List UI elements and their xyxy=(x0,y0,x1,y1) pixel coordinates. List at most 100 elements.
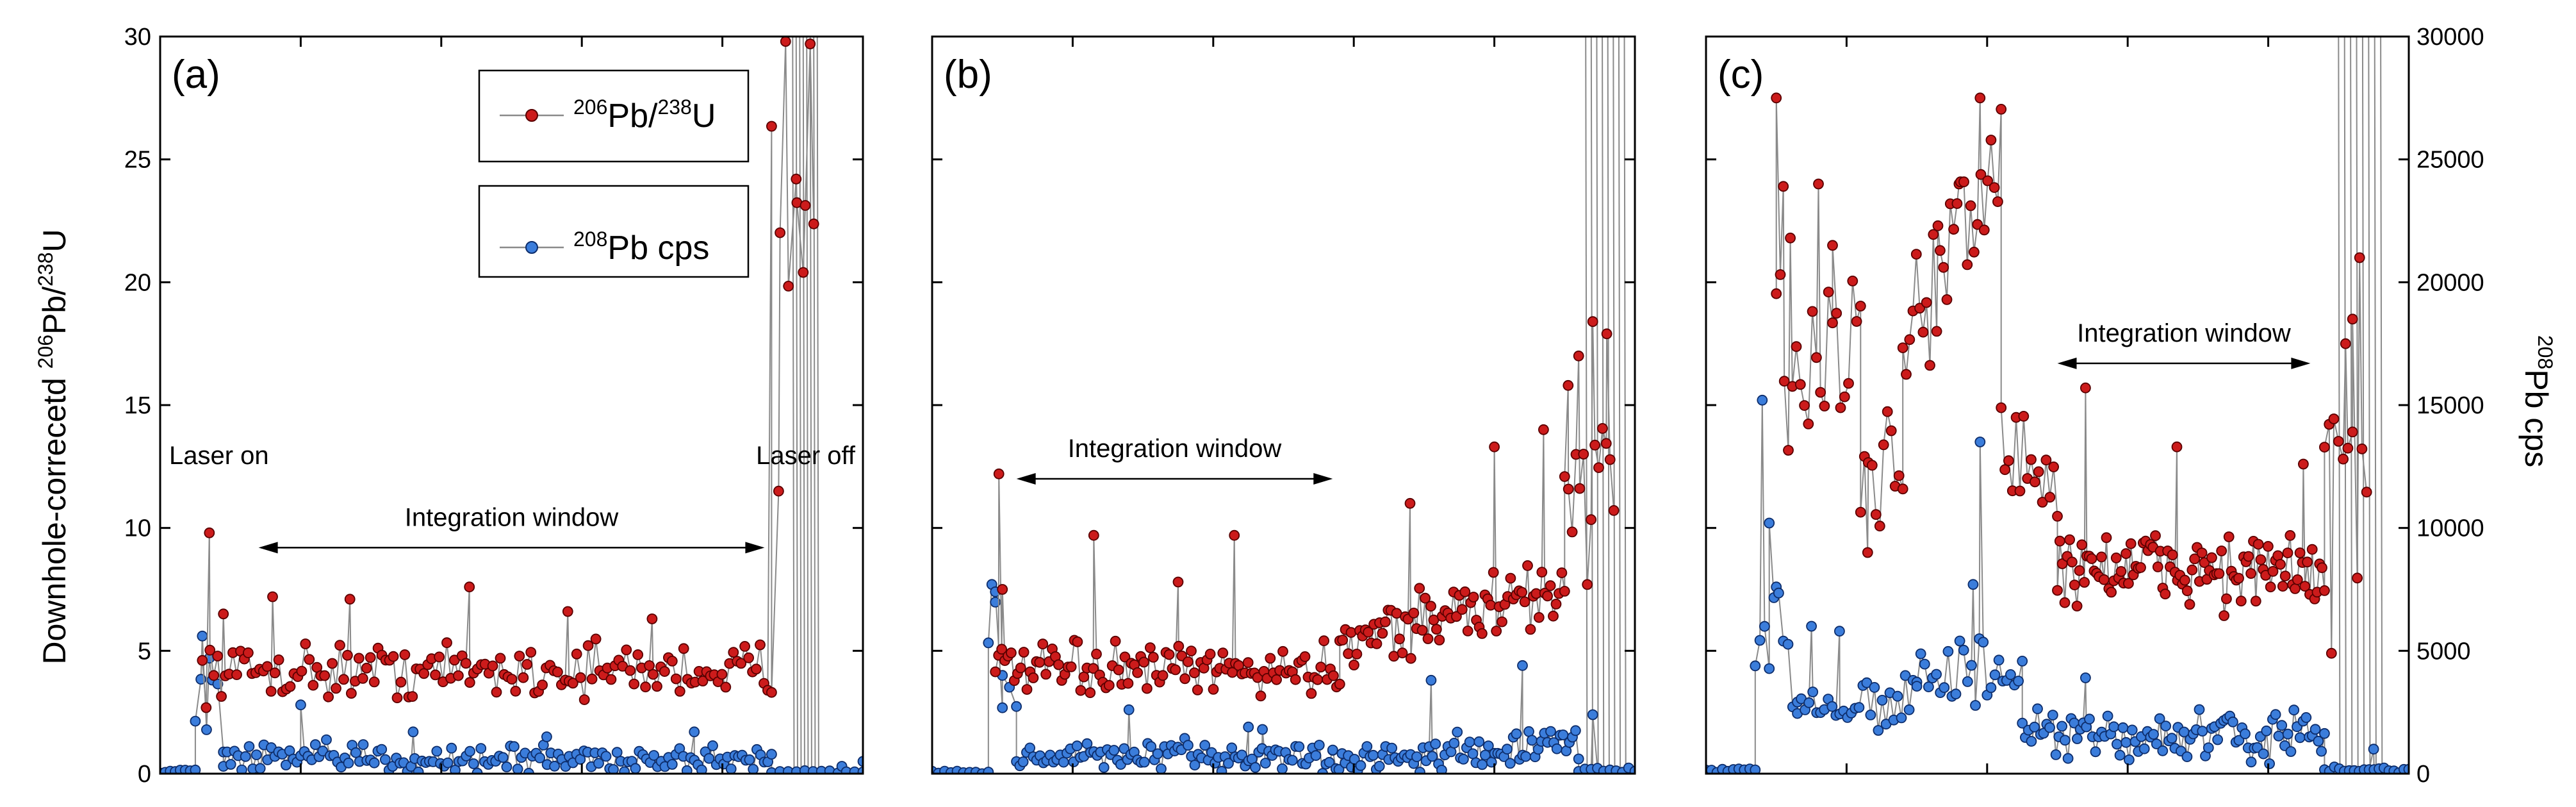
blowout-line xyxy=(809,37,812,774)
ratio-series-point xyxy=(1851,316,1862,327)
cps-series-point xyxy=(1145,741,1157,753)
cps-series-point xyxy=(2148,729,2159,740)
cps-series-point xyxy=(1942,645,1954,657)
ratio-series-point xyxy=(1414,583,1425,594)
ratio-series-point xyxy=(1556,567,1568,578)
ratio-series-point xyxy=(1839,391,1850,403)
cps-series-point xyxy=(1058,756,1069,768)
ratio-series-point xyxy=(552,667,563,678)
ratio-series-point xyxy=(1497,616,1507,628)
cps-series-point xyxy=(197,630,208,642)
ratio-series-point xyxy=(1843,378,1854,389)
ratio-series-point xyxy=(2014,485,2026,497)
ratio-series-point xyxy=(1815,387,1826,398)
cps-series-point xyxy=(201,724,212,735)
ratio-series-point xyxy=(2150,530,2161,542)
ratio-series-point xyxy=(666,656,678,667)
ratio-series-point xyxy=(1476,628,1488,639)
cps-series-point xyxy=(2227,716,2238,728)
ratio-series-point xyxy=(1204,649,1216,660)
y-tick-label: 20000 xyxy=(2416,269,2484,296)
cps-series-point xyxy=(1333,764,1345,774)
cps-series-point xyxy=(1965,660,1977,671)
ratio-series-point xyxy=(1065,661,1077,672)
cps-series-point xyxy=(1750,764,1761,774)
legend-box-cps xyxy=(478,185,750,278)
ratio-series-point xyxy=(300,638,311,649)
blowout-line xyxy=(2338,37,2341,774)
ratio-series-point xyxy=(1958,176,1969,188)
ratio-series-point xyxy=(1147,652,1159,663)
ratio-series-point xyxy=(1006,647,1017,658)
left-axis-title: Downhole-correcetd 206Pb/238U xyxy=(34,229,72,664)
ratio-series-point xyxy=(2033,466,2044,478)
ratio-series-point xyxy=(2235,595,2247,607)
cps-series-point xyxy=(2301,712,2312,723)
cps-series-point xyxy=(1108,745,1120,756)
cps-series-point xyxy=(1954,635,1965,647)
cps-series-point xyxy=(2121,736,2132,748)
ratio-series-point xyxy=(2048,462,2060,472)
ratio-series-point xyxy=(342,649,353,661)
ratio-series-point xyxy=(208,670,220,681)
ratio-series-point xyxy=(464,581,475,593)
cps-series-point xyxy=(1257,724,1268,735)
ratio-series-point xyxy=(1989,182,2000,194)
cps-series-point xyxy=(2151,738,2162,749)
ratio-series-point xyxy=(1878,439,1889,451)
cps-series-point xyxy=(1467,748,1479,760)
ratio-series-point xyxy=(395,676,407,688)
ratio-series-point xyxy=(2160,588,2171,600)
cps-series-point xyxy=(689,726,700,738)
ratio-series-point xyxy=(453,670,464,681)
cps-series-point xyxy=(2071,733,2083,744)
ratio-series-point xyxy=(1337,635,1349,645)
ratio-series-point xyxy=(1775,269,1786,280)
cps-series-point xyxy=(1511,728,1522,740)
ratio-series-point xyxy=(1489,441,1500,453)
ratio-series-point xyxy=(1516,587,1528,598)
ratio-series-point xyxy=(2071,601,2083,611)
cps-series-point xyxy=(1286,754,1298,766)
legend: 206Pb/238U 208Pb cps xyxy=(478,69,750,278)
ratio-series-point xyxy=(648,669,659,680)
ratio-series-point xyxy=(735,658,747,669)
cps-series-point xyxy=(1011,701,1022,712)
cps-series-point xyxy=(295,699,306,711)
legend-marker-ratio xyxy=(525,109,538,122)
blowout-line xyxy=(2374,37,2377,774)
ratio-series-point xyxy=(2074,565,2085,576)
ratio-series-point xyxy=(720,681,732,693)
ratio-series-point xyxy=(1277,645,1288,657)
cps-series-point xyxy=(1950,688,1962,700)
ratio-series-point xyxy=(1345,627,1357,638)
ratio-series-point xyxy=(1078,671,1090,683)
ratio-series-point xyxy=(296,665,308,677)
cps-series-point xyxy=(1826,701,1838,712)
ratio-series-point xyxy=(2080,382,2091,394)
panel-letter: (b) xyxy=(944,53,992,97)
ratio-series-point xyxy=(2262,541,2274,552)
ratio-series-point xyxy=(2052,585,2063,596)
ratio-series-point xyxy=(1405,653,1416,664)
cps-series-point xyxy=(2197,726,2208,737)
ratio-series-point xyxy=(212,651,224,661)
ratio-series-point xyxy=(1545,580,1556,592)
cps-series-point xyxy=(240,751,251,762)
ratio-series-point xyxy=(1306,688,1317,699)
ratio-series-point xyxy=(2181,585,2193,597)
ratio-series-point xyxy=(632,649,644,660)
cps-series-point xyxy=(2157,745,2169,756)
panels: 0 5 10 15 20 25 30 (a) Integration window Laser o… xyxy=(124,24,2484,788)
ratio-series-point xyxy=(1897,342,1908,353)
ratio-series-point xyxy=(1932,220,1944,231)
cps-series-point xyxy=(1199,740,1211,751)
ratio-series-point xyxy=(361,662,372,674)
cps-series-point xyxy=(376,744,388,755)
ratio-series-point xyxy=(2297,458,2309,470)
ratio-series-point xyxy=(2152,562,2163,572)
window-label: Integration window xyxy=(2077,319,2291,347)
blowout-line xyxy=(795,37,798,774)
ratio-series-point xyxy=(399,649,411,660)
ratio-series-point xyxy=(487,660,498,672)
